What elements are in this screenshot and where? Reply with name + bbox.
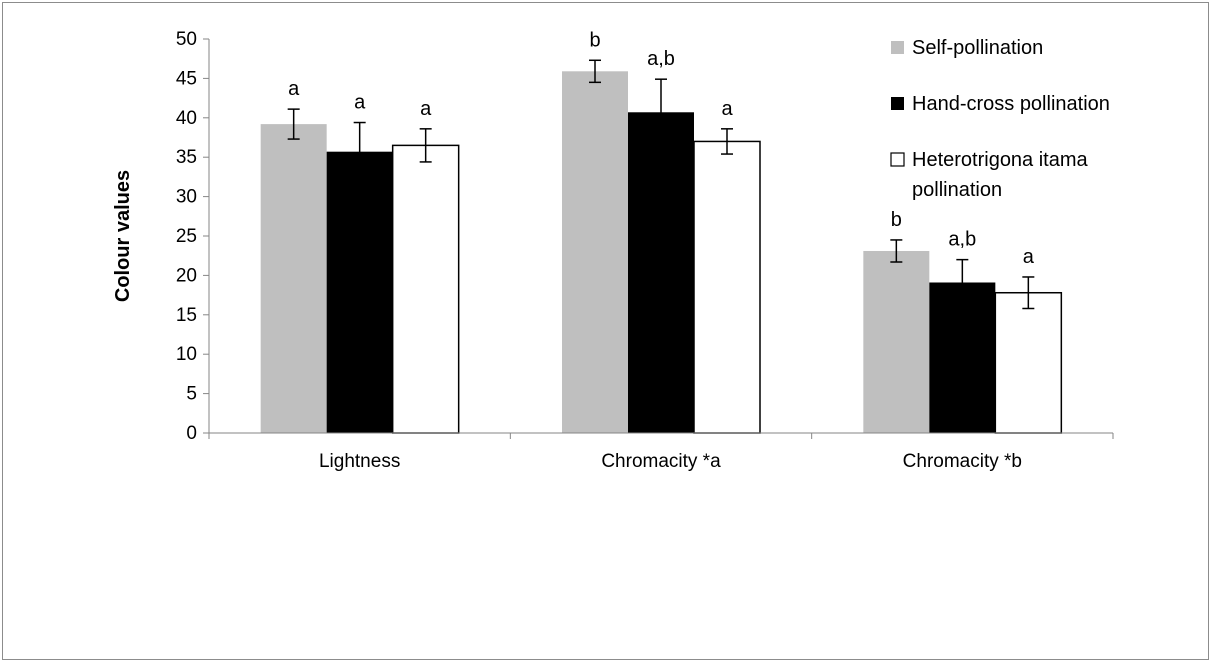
y-tick-label: 0 xyxy=(186,423,197,444)
bar xyxy=(260,124,327,433)
y-tick-label: 35 xyxy=(176,147,197,168)
y-tick-label: 20 xyxy=(176,265,197,286)
legend-label: Hand-cross pollination xyxy=(912,93,1110,115)
bar xyxy=(929,282,996,433)
significance-letter: a xyxy=(721,98,733,120)
bar xyxy=(994,291,1063,434)
bar xyxy=(628,112,694,433)
significance-letter: b xyxy=(589,29,600,51)
significance-letter: a,b xyxy=(647,48,675,70)
y-tick-label: 25 xyxy=(176,226,197,247)
y-tick-label: 15 xyxy=(176,305,197,326)
significance-letter: a xyxy=(288,78,300,100)
x-tick-label: Lightness xyxy=(319,451,400,472)
y-tick-label: 5 xyxy=(186,384,197,405)
bar xyxy=(693,140,761,434)
bar xyxy=(326,151,393,433)
significance-letter: a,b xyxy=(948,229,976,251)
y-axis-title: Colour values xyxy=(112,170,134,302)
legend-label: pollination xyxy=(912,179,1002,201)
bar xyxy=(562,71,628,434)
legend-swatch xyxy=(891,97,904,110)
y-tick-label: 30 xyxy=(176,187,197,208)
legend-label: Self-pollination xyxy=(912,37,1043,59)
bar-chart: 0 5 10 15 20 25 30 35 40 45 50 Colour values a b b a a,b… xyxy=(112,29,1114,472)
bar xyxy=(863,250,930,433)
significance-letter: a xyxy=(1023,246,1035,268)
y-tick-label: 45 xyxy=(176,68,197,89)
y-tick-label: 40 xyxy=(176,108,197,129)
y-tick-label: 50 xyxy=(176,29,197,50)
legend-label: Heterotrigona itama xyxy=(912,149,1089,171)
y-tick-label: 10 xyxy=(176,344,197,365)
significance-letter: a xyxy=(420,98,432,120)
x-tick-label: Chromacity *a xyxy=(601,451,721,472)
significance-letter: b xyxy=(891,209,902,231)
legend-swatch xyxy=(890,152,905,167)
bar xyxy=(391,144,460,434)
legend-swatch xyxy=(891,41,904,54)
x-tick-label: Chromacity *b xyxy=(903,451,1022,472)
significance-letter: a xyxy=(354,92,366,114)
